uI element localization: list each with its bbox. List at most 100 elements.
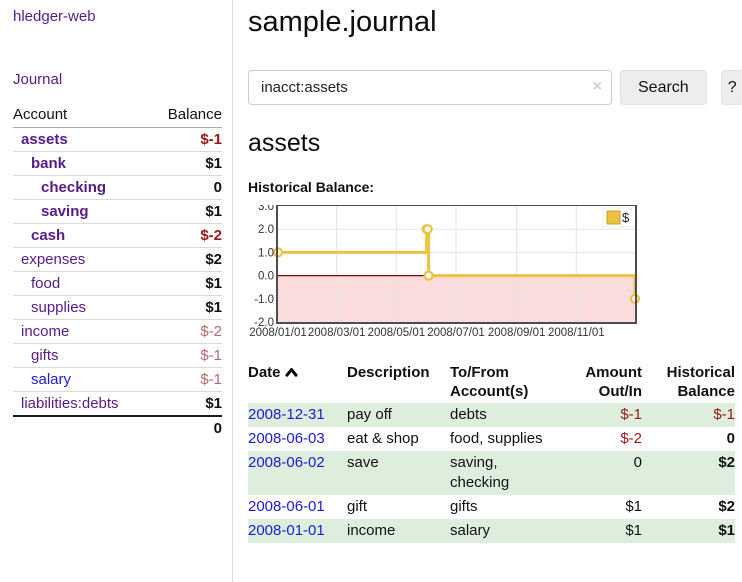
account-link[interactable]: food bbox=[31, 275, 61, 292]
account-link[interactable]: checking bbox=[41, 179, 107, 196]
register-col-balance: Historical Balance bbox=[666, 364, 735, 400]
transaction-description: save bbox=[347, 454, 379, 471]
account-balance: $-1 bbox=[151, 343, 222, 368]
account-row: bank $1 bbox=[13, 151, 222, 176]
account-row: supplies $1 bbox=[13, 295, 222, 320]
account-balance: $1 bbox=[151, 295, 222, 320]
accounts-header-row: Account Balance bbox=[13, 104, 222, 128]
account-link[interactable]: income bbox=[21, 323, 70, 340]
account-row: food $1 bbox=[13, 271, 222, 296]
account-balance: $-1 bbox=[151, 367, 222, 392]
account-balance: $1 bbox=[151, 151, 222, 176]
transaction-amount: $-1 bbox=[620, 406, 642, 423]
account-row: gifts $-1 bbox=[13, 343, 222, 368]
transaction-date-link[interactable]: 2008-06-03 bbox=[248, 430, 325, 447]
svg-text:2008/03/01: 2008/03/01 bbox=[308, 327, 366, 339]
transaction-row: 2008-06-01 gift gifts $1 $2 bbox=[248, 495, 735, 519]
historical-balance-chart[interactable]: $3.0 2.0 1.0 0.0 -1.0 -2.0 2008/01/01 2008/03/0… bbox=[248, 201, 644, 339]
page-title: sample.journal bbox=[248, 6, 437, 38]
account-link[interactable]: bank bbox=[31, 155, 67, 172]
transaction-balance: $-1 bbox=[713, 406, 735, 423]
account-balance: $-2 bbox=[151, 223, 222, 248]
transaction-row: 2008-06-03 eat & shop food, supplies $-2… bbox=[248, 427, 735, 451]
accounts-col-account: Account bbox=[13, 104, 152, 128]
account-balance: $1 bbox=[151, 271, 222, 296]
account-row: saving $1 bbox=[13, 199, 222, 224]
svg-text:2008/01/01: 2008/01/01 bbox=[249, 327, 307, 339]
transaction-row: 2008-12-31 pay off debts $-1 $-1 bbox=[248, 403, 735, 427]
transaction-row: 2008-01-01 income salary $1 $1 bbox=[248, 519, 735, 543]
svg-text:2008/11/01: 2008/11/01 bbox=[548, 327, 605, 339]
register-header-row: Date Description To/From Account(s) Amou… bbox=[248, 361, 735, 403]
svg-text:2008/05/01: 2008/05/01 bbox=[368, 327, 426, 339]
account-link[interactable]: cash bbox=[31, 227, 66, 244]
search-input[interactable] bbox=[248, 70, 612, 105]
account-balance: $2 bbox=[151, 247, 222, 272]
transaction-accounts: food, supplies bbox=[450, 430, 543, 447]
search-button[interactable]: Search bbox=[620, 70, 707, 105]
transaction-balance: $2 bbox=[718, 454, 735, 471]
clear-search-icon[interactable]: × bbox=[592, 78, 602, 95]
account-row: checking 0 bbox=[13, 175, 222, 200]
account-link[interactable]: supplies bbox=[31, 299, 87, 316]
sidebar: hledger-web Journal Account Balance asse… bbox=[0, 0, 233, 582]
account-link[interactable]: assets bbox=[21, 131, 68, 148]
account-heading: assets bbox=[248, 129, 321, 157]
chevron-up-icon bbox=[285, 363, 298, 382]
account-link[interactable]: gifts bbox=[31, 347, 59, 364]
svg-text:1.0: 1.0 bbox=[258, 247, 274, 259]
account-balance: $1 bbox=[151, 199, 222, 224]
transaction-date-link[interactable]: 2008-01-01 bbox=[248, 522, 325, 539]
account-link[interactable]: expenses bbox=[21, 251, 86, 268]
register-col-accounts: To/From Account(s) bbox=[450, 364, 529, 400]
accounts-total-row: 0 bbox=[13, 416, 222, 440]
search-form: × Search ? bbox=[248, 70, 742, 105]
transaction-description: gift bbox=[347, 498, 368, 515]
transaction-amount: 0 bbox=[633, 454, 642, 471]
accounts-table: Account Balance assets $-1 bank $1 check… bbox=[13, 104, 222, 440]
register-table: Date Description To/From Account(s) Amou… bbox=[248, 361, 735, 543]
account-row: liabilities:debts $1 bbox=[13, 391, 222, 417]
register-col-description: Description bbox=[347, 364, 430, 381]
transaction-balance: $2 bbox=[718, 498, 735, 515]
svg-text:-2.0: -2.0 bbox=[254, 317, 274, 329]
account-link[interactable]: saving bbox=[41, 203, 89, 220]
transaction-accounts: debts bbox=[450, 406, 487, 423]
transaction-amount: $1 bbox=[625, 498, 642, 515]
help-button[interactable]: ? bbox=[720, 70, 742, 105]
svg-text:2008/07/01: 2008/07/01 bbox=[427, 327, 485, 339]
transaction-description: eat & shop bbox=[347, 430, 419, 447]
transaction-date-link[interactable]: 2008-06-01 bbox=[248, 498, 325, 515]
account-balance: $1 bbox=[151, 391, 222, 417]
transaction-description: income bbox=[347, 522, 396, 539]
account-row: assets $-1 bbox=[13, 127, 222, 152]
transaction-accounts: salary bbox=[450, 522, 491, 539]
account-row: cash $-2 bbox=[13, 223, 222, 248]
svg-text:3.0: 3.0 bbox=[258, 205, 274, 213]
svg-text:$: $ bbox=[622, 210, 630, 225]
account-balance: 0 bbox=[151, 175, 222, 200]
account-row: salary $-1 bbox=[13, 367, 222, 392]
account-link[interactable]: salary bbox=[31, 371, 72, 388]
register-col-amount: Amount Out/In bbox=[585, 364, 642, 400]
account-row: income $-2 bbox=[13, 319, 222, 344]
transaction-row: 2008-06-02 save saving, checking 0 $2 bbox=[248, 451, 735, 495]
accounts-col-balance: Balance bbox=[151, 104, 222, 128]
accounts-total-balance: 0 bbox=[213, 420, 222, 437]
app-title-link[interactable]: hledger-web bbox=[13, 8, 96, 25]
transaction-amount: $1 bbox=[625, 522, 642, 539]
register-col-date[interactable]: Date bbox=[248, 361, 347, 403]
svg-text:-1.0: -1.0 bbox=[254, 294, 274, 306]
account-link[interactable]: liabilities:debts bbox=[21, 395, 119, 412]
sidebar-item-journal[interactable]: Journal bbox=[13, 71, 63, 88]
account-balance: $-2 bbox=[151, 319, 222, 344]
transaction-date-link[interactable]: 2008-12-31 bbox=[248, 406, 325, 423]
svg-text:2.0: 2.0 bbox=[258, 224, 274, 236]
transaction-amount: $-2 bbox=[620, 430, 642, 447]
main-content: sample.journal × Search ? assets Histori… bbox=[233, 0, 742, 543]
transaction-date-link[interactable]: 2008-06-02 bbox=[248, 454, 325, 471]
transaction-accounts: gifts bbox=[450, 498, 478, 515]
svg-text:2008/09/01: 2008/09/01 bbox=[488, 327, 546, 339]
account-balance: $-1 bbox=[151, 127, 222, 152]
transaction-description: pay off bbox=[347, 406, 392, 423]
